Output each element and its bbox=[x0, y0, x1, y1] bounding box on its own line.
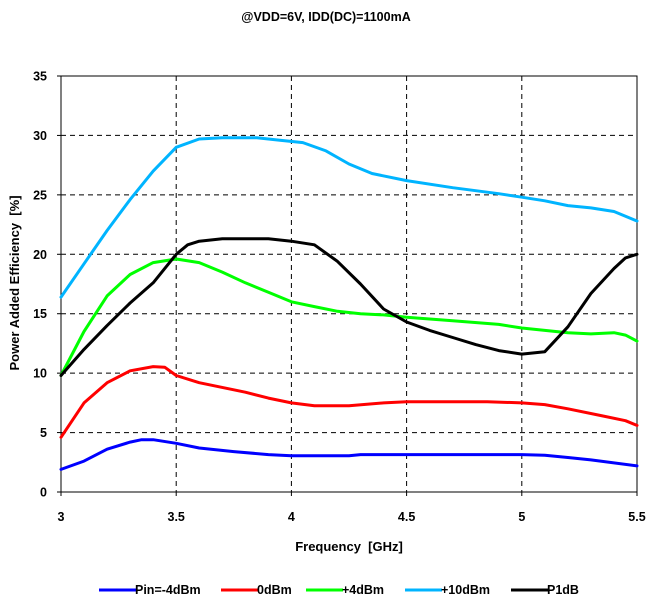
legend-label-4: P1dB bbox=[547, 583, 579, 597]
x-tick-label: 4 bbox=[288, 510, 295, 524]
legend-label-2: +4dBm bbox=[342, 583, 384, 597]
y-tick-label: 5 bbox=[40, 426, 47, 440]
y-tick-label: 10 bbox=[33, 367, 47, 381]
x-tick-label: 3.5 bbox=[168, 510, 185, 524]
chart-title: @VDD=6V, IDD(DC)=1100mA bbox=[241, 10, 410, 24]
series-line-1 bbox=[59, 365, 639, 439]
x-tick-label: 5 bbox=[518, 510, 525, 524]
plot-area bbox=[60, 75, 638, 493]
y-tick-label: 25 bbox=[33, 188, 47, 202]
y-tick-label: 15 bbox=[33, 307, 47, 321]
y-tick-label: 0 bbox=[40, 486, 47, 500]
y-tick-label: 20 bbox=[33, 248, 47, 262]
legend: Pin=-4dBm 0dBm +4dBm +10dBm P1dB bbox=[99, 583, 579, 597]
x-tick-label: 3 bbox=[58, 510, 65, 524]
y-tick-label: 30 bbox=[33, 129, 47, 143]
y-axis-label: Power Added Efficiency [%] bbox=[7, 195, 22, 370]
legend-label-0: Pin=-4dBm bbox=[135, 583, 201, 597]
grid bbox=[61, 76, 637, 492]
x-tick-label: 4.5 bbox=[398, 510, 415, 524]
y-tick-label: 35 bbox=[33, 70, 47, 84]
series-line-4 bbox=[59, 237, 639, 377]
series-line-2 bbox=[59, 257, 639, 377]
x-axis: 3 3.5 4 4.5 5 5.5 bbox=[58, 492, 646, 524]
legend-label-3: +10dBm bbox=[441, 583, 490, 597]
series-line-0 bbox=[59, 438, 639, 471]
x-tick-label: 5.5 bbox=[628, 510, 645, 524]
x-axis-label: Frequency [GHz] bbox=[295, 539, 403, 554]
series-line-3 bbox=[59, 136, 639, 299]
series-lines bbox=[59, 136, 639, 471]
y-axis: 0 5 10 15 20 25 30 35 bbox=[33, 70, 61, 500]
legend-label-1: 0dBm bbox=[257, 583, 292, 597]
